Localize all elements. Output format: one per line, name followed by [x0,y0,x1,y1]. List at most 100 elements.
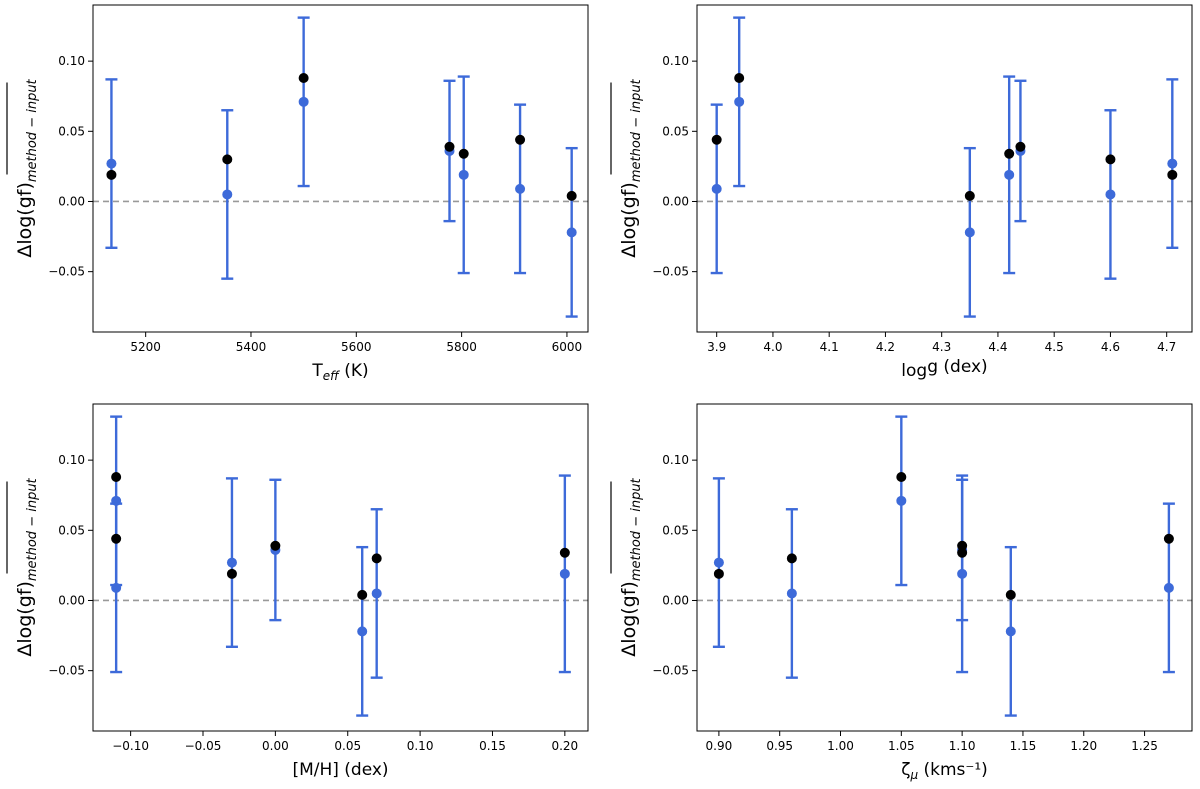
x-axis-label: logg (dex) [901,357,987,381]
y-axis-label-main: Δlog(gf) [14,581,36,657]
y-axis-label-subscript: method − input [629,477,644,581]
y-tick-label: 0.10 [662,453,689,467]
x-tick-label: 5800 [446,340,477,354]
method-point [222,154,233,165]
x-axis-label-subscript: μ [909,768,918,782]
y-tick-label: 0.05 [58,523,85,537]
method-point [1005,589,1016,600]
y-tick-label: −0.05 [48,265,85,279]
y-axis-label-main: Δlog(gf) [618,581,640,657]
input-point [111,582,122,593]
y-tick-label: 0.10 [662,54,689,68]
x-tick-label: 5400 [236,340,267,354]
x-axis-label: Teff (K) [311,361,368,383]
x-tick-label: 4.3 [932,340,951,354]
x-tick-label: 5200 [130,340,161,354]
x-tick-label: 4.1 [820,340,839,354]
x-tick-label: 1.00 [827,739,854,753]
x-tick-label: 1.25 [1131,739,1158,753]
method-point [106,169,117,180]
panel-teff: 5200 5400 5600 5800 6000 −0.05 0.00 0.05 0.10 Tef… [6,4,589,383]
x-tick-label: 0.95 [766,739,793,753]
input-point [222,189,233,200]
method-point [371,553,382,564]
x-axis-label: [M/H] (dex) [292,760,388,780]
method-point [515,134,526,145]
method-point [559,547,570,558]
x-tick-label: 4.2 [876,340,895,354]
y-tick-label: −0.05 [652,664,689,678]
method-point [1105,154,1116,165]
x-tick-label: 0.10 [407,739,434,753]
y-tick-label: −0.05 [652,265,689,279]
y-tick-label: 0.05 [662,523,689,537]
method-point [1163,533,1174,544]
x-tick-label: 0.90 [706,739,733,753]
input-point [786,588,797,599]
x-tick-label: 3.9 [707,340,726,354]
input-point [1167,158,1178,169]
input-point [1004,169,1015,180]
x-tick-label: 4.5 [1045,340,1064,354]
y-tick-label: 0.10 [58,54,85,68]
x-axis-label-tail: (kms⁻¹) [918,760,988,780]
x-tick-label: −0.05 [185,739,222,753]
method-point [111,533,122,544]
method-point [111,471,122,482]
y-axis-label: Δlog(gf)method − input [14,477,40,656]
input-point [964,227,975,238]
method-point [1167,169,1178,180]
plot-frame [696,403,1193,732]
x-tick-label: 0.15 [479,739,506,753]
method-point [566,190,577,201]
input-point [1163,582,1174,593]
input-point [226,557,237,568]
x-axis-label-tail: g (dex) [927,357,987,377]
method-point [896,471,907,482]
input-point [298,96,309,107]
x-axis-label-subscript: eff [323,369,340,383]
input-point [734,96,745,107]
input-point [515,183,526,194]
method-point [957,540,968,551]
method-point [1015,141,1026,152]
x-tick-label: 1.15 [1010,739,1037,753]
y-axis-label: Δlog(gf)method − input [618,78,644,257]
method-point [711,134,722,145]
x-tick-label: 0.05 [334,739,361,753]
method-point [298,72,309,83]
input-point [711,183,722,194]
plot-frame [696,4,1193,333]
x-tick-label: 1.05 [888,739,915,753]
y-tick-label: 0.00 [58,194,85,208]
plot-frame [92,403,589,732]
method-point [270,540,281,551]
y-tick-label: 0.10 [58,453,85,467]
x-tick-label: 0.00 [262,739,289,753]
y-axis-label-main: Δlog(gf) [618,182,640,258]
y-axis-label-subscript: method − input [25,78,40,182]
x-tick-label: 4.4 [988,340,1007,354]
y-tick-label: 0.00 [662,593,689,607]
panel-microturbulence: 0.90 0.95 1.00 1.05 1.10 1.15 1.20 1.25 −0.05 0.0… [610,403,1193,782]
y-axis-label-subscript: method − input [629,78,644,182]
input-point [957,568,968,579]
input-point [566,227,577,238]
input-point [1005,626,1016,637]
input-point [713,557,724,568]
method-point [957,547,968,558]
x-axis-label-base: log [901,361,927,381]
x-axis-label-base: ζ [901,760,910,780]
y-axis-label-subscript: method − input [25,477,40,581]
panel-metallicity: −0.10 −0.05 0.00 0.05 0.10 0.15 0.20 −0.05 0.00 0… [6,403,589,780]
method-point [713,568,724,579]
plot-frame [92,4,589,333]
input-point [106,158,117,169]
y-tick-label: 0.00 [58,593,85,607]
y-tick-label: 0.05 [662,124,689,138]
y-tick-label: 0.05 [58,124,85,138]
method-point [786,553,797,564]
method-point [444,141,455,152]
x-tick-label: 0.20 [551,739,578,753]
